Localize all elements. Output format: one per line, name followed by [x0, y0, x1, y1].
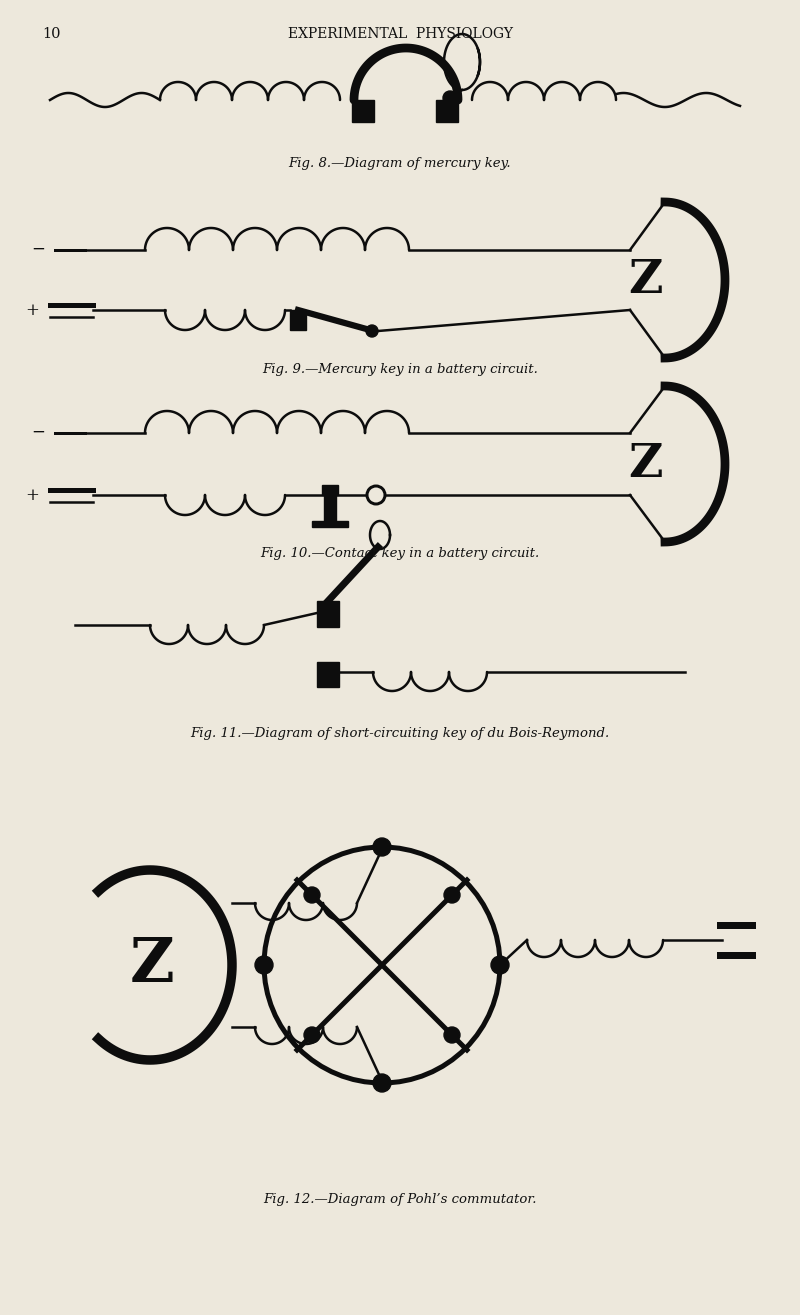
Text: Fig. 9.—Mercury key in a battery circuit.: Fig. 9.—Mercury key in a battery circuit… [262, 363, 538, 376]
Text: +: + [25, 302, 39, 320]
Circle shape [491, 956, 509, 974]
Circle shape [373, 838, 391, 856]
Text: 10: 10 [42, 28, 61, 41]
Bar [290, 310, 306, 330]
Text: Fig. 11.—Diagram of short-circuiting key of du Bois-Reymond.: Fig. 11.—Diagram of short-circuiting key… [190, 727, 610, 740]
Bar [324, 494, 336, 525]
Text: +: + [25, 488, 39, 505]
Circle shape [304, 1027, 320, 1043]
Circle shape [444, 888, 460, 903]
Bar [436, 100, 458, 122]
Text: −: − [31, 423, 45, 441]
Text: Z: Z [628, 441, 662, 487]
Text: Fig. 12.—Diagram of Pohl’s commutator.: Fig. 12.—Diagram of Pohl’s commutator. [263, 1193, 537, 1206]
Text: −: − [31, 241, 45, 258]
Bar [312, 521, 348, 527]
Circle shape [443, 91, 457, 105]
Text: Fig. 8.—Diagram of mercury key.: Fig. 8.—Diagram of mercury key. [289, 156, 511, 170]
Text: Z: Z [628, 256, 662, 302]
Circle shape [366, 325, 378, 337]
Text: Fig. 10.—Contact key in a battery circuit.: Fig. 10.—Contact key in a battery circui… [260, 547, 540, 560]
Bar [317, 661, 339, 686]
Text: EXPERIMENTAL  PHYSIOLOGY: EXPERIMENTAL PHYSIOLOGY [287, 28, 513, 41]
Bar [317, 601, 339, 627]
Circle shape [255, 956, 273, 974]
Circle shape [304, 888, 320, 903]
Circle shape [444, 1027, 460, 1043]
Bar [352, 100, 374, 122]
Text: Z: Z [130, 935, 174, 995]
Circle shape [373, 1074, 391, 1091]
Bar [322, 485, 338, 494]
